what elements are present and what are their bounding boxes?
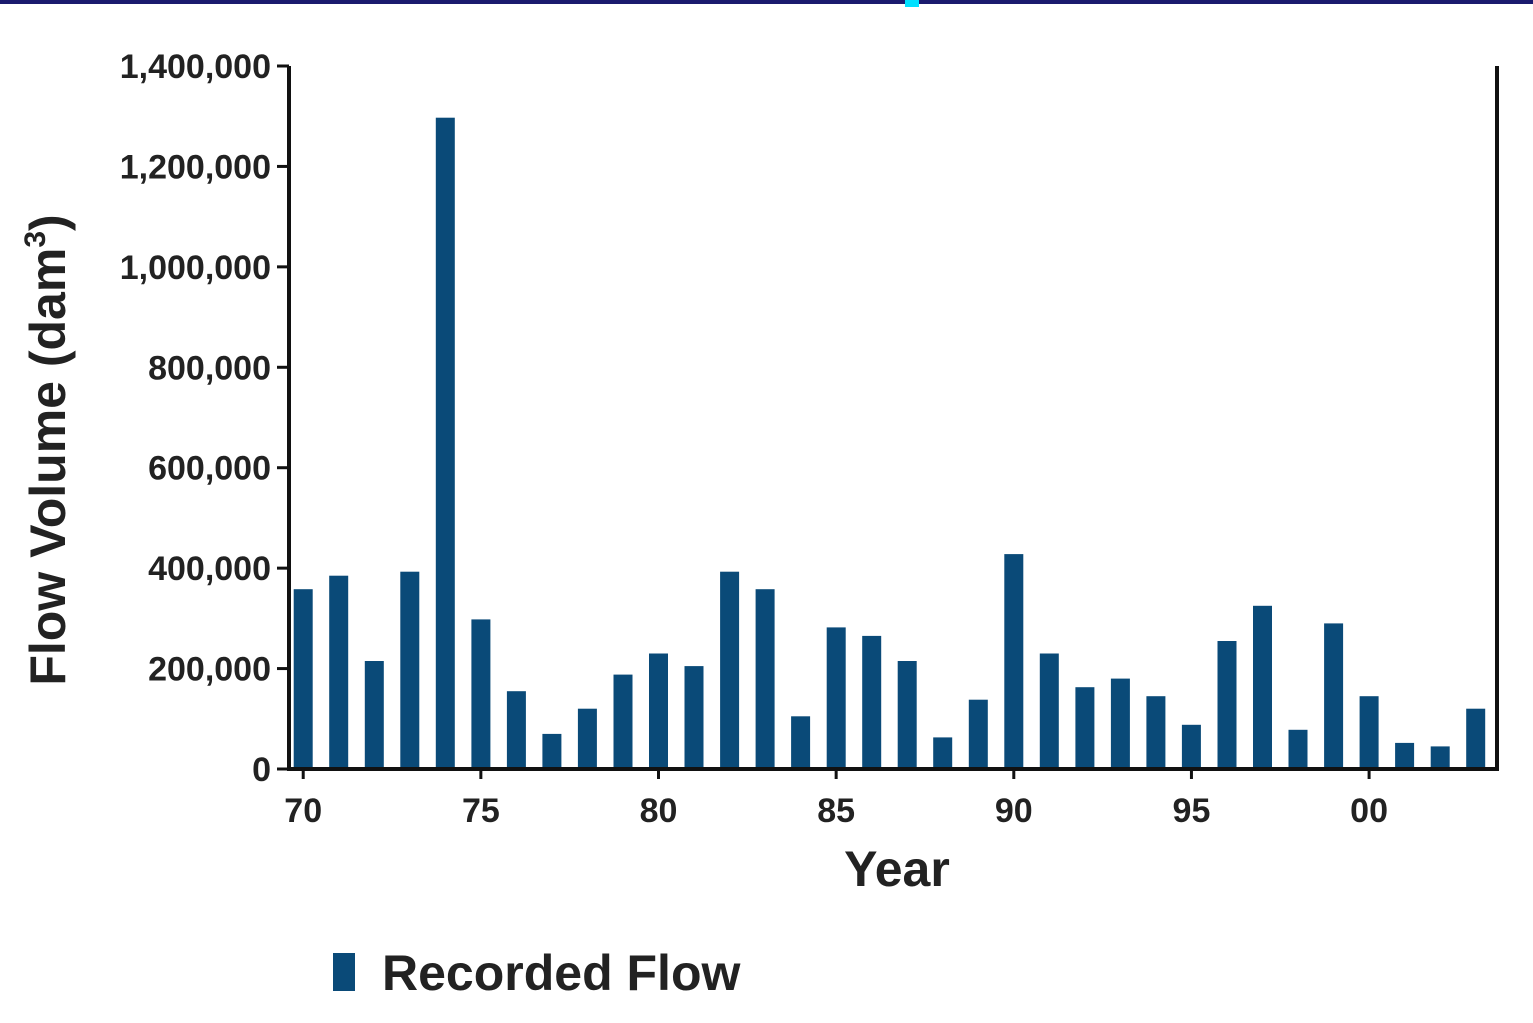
y-tick-label: 400,000 [148, 550, 271, 588]
y-tick-label: 200,000 [148, 651, 271, 689]
bar-1971 [329, 575, 349, 769]
bars-layer [293, 117, 1486, 769]
bar-1982 [720, 571, 740, 769]
axes-layer [287, 66, 1499, 771]
bar-1997 [1253, 605, 1272, 769]
x-tick-label: 95 [1173, 792, 1211, 830]
legend-label: Recorded Flow [382, 945, 740, 1001]
y-axis-title-superscript: 3 [19, 231, 52, 248]
y-axis-title: Flow Volume (dam3) [19, 214, 76, 685]
bar-1975 [471, 619, 491, 769]
x-tick-label: 70 [284, 792, 322, 830]
y-tick-label: 1,000,000 [120, 249, 271, 287]
bar-1991 [1039, 653, 1059, 769]
bar-1974 [435, 117, 455, 769]
bar-1998 [1288, 729, 1308, 769]
y-tick-label: 1,400,000 [120, 48, 271, 86]
y-axis-title-text: Flow Volume (dam [20, 248, 76, 686]
bar-1993 [1110, 678, 1130, 769]
y-tick-label: 1,200,000 [120, 148, 271, 186]
x-tick-label: 75 [462, 792, 500, 830]
bar-1976 [506, 691, 526, 769]
bar-1999 [1324, 623, 1344, 769]
bar-2003 [1466, 708, 1486, 769]
y-tick-label: 0 [252, 751, 271, 789]
top-border [0, 0, 1533, 4]
x-tick-label: 90 [995, 792, 1033, 830]
bar-1994 [1146, 696, 1166, 769]
bar-1984 [791, 716, 811, 769]
bar-1990 [1004, 554, 1024, 769]
bar-2000 [1359, 696, 1379, 769]
bar-1981 [684, 666, 704, 769]
legend-swatch [333, 953, 355, 991]
bar-1979 [613, 674, 633, 769]
y-axis-title-end: ) [20, 214, 76, 231]
y-tick-label: 600,000 [148, 450, 271, 488]
bar-1989 [968, 699, 988, 769]
x-tick-label: 00 [1350, 792, 1388, 830]
x-tick-label: 80 [640, 792, 678, 830]
x-axis-title: Year [844, 841, 950, 897]
bar-1980 [649, 653, 668, 769]
bar-1973 [400, 571, 420, 769]
bar-1992 [1075, 687, 1095, 769]
legend: Recorded Flow [333, 945, 740, 1001]
bar-1972 [364, 661, 384, 769]
y-tick-label: 800,000 [148, 349, 271, 387]
y-ticks: 0 200,000 400,000 600,000 800,000 1,000,000 1,… [120, 48, 289, 789]
bar-1977 [542, 733, 562, 769]
bar-1983 [755, 589, 775, 769]
x-ticks: 70 75 80 85 90 95 00 [284, 769, 1388, 830]
x-tick-label: 85 [817, 792, 855, 830]
bar-1978 [577, 708, 597, 769]
bar-1995 [1181, 724, 1201, 769]
bar-1987 [897, 661, 917, 769]
bar-2001 [1395, 742, 1415, 769]
bar-1985 [826, 627, 846, 769]
bar-1988 [933, 737, 953, 769]
bar-1986 [862, 635, 882, 769]
top-accent-mark [905, 0, 919, 7]
bar-2002 [1430, 746, 1450, 769]
bar-1970 [293, 589, 313, 769]
bar-1996 [1217, 641, 1237, 769]
